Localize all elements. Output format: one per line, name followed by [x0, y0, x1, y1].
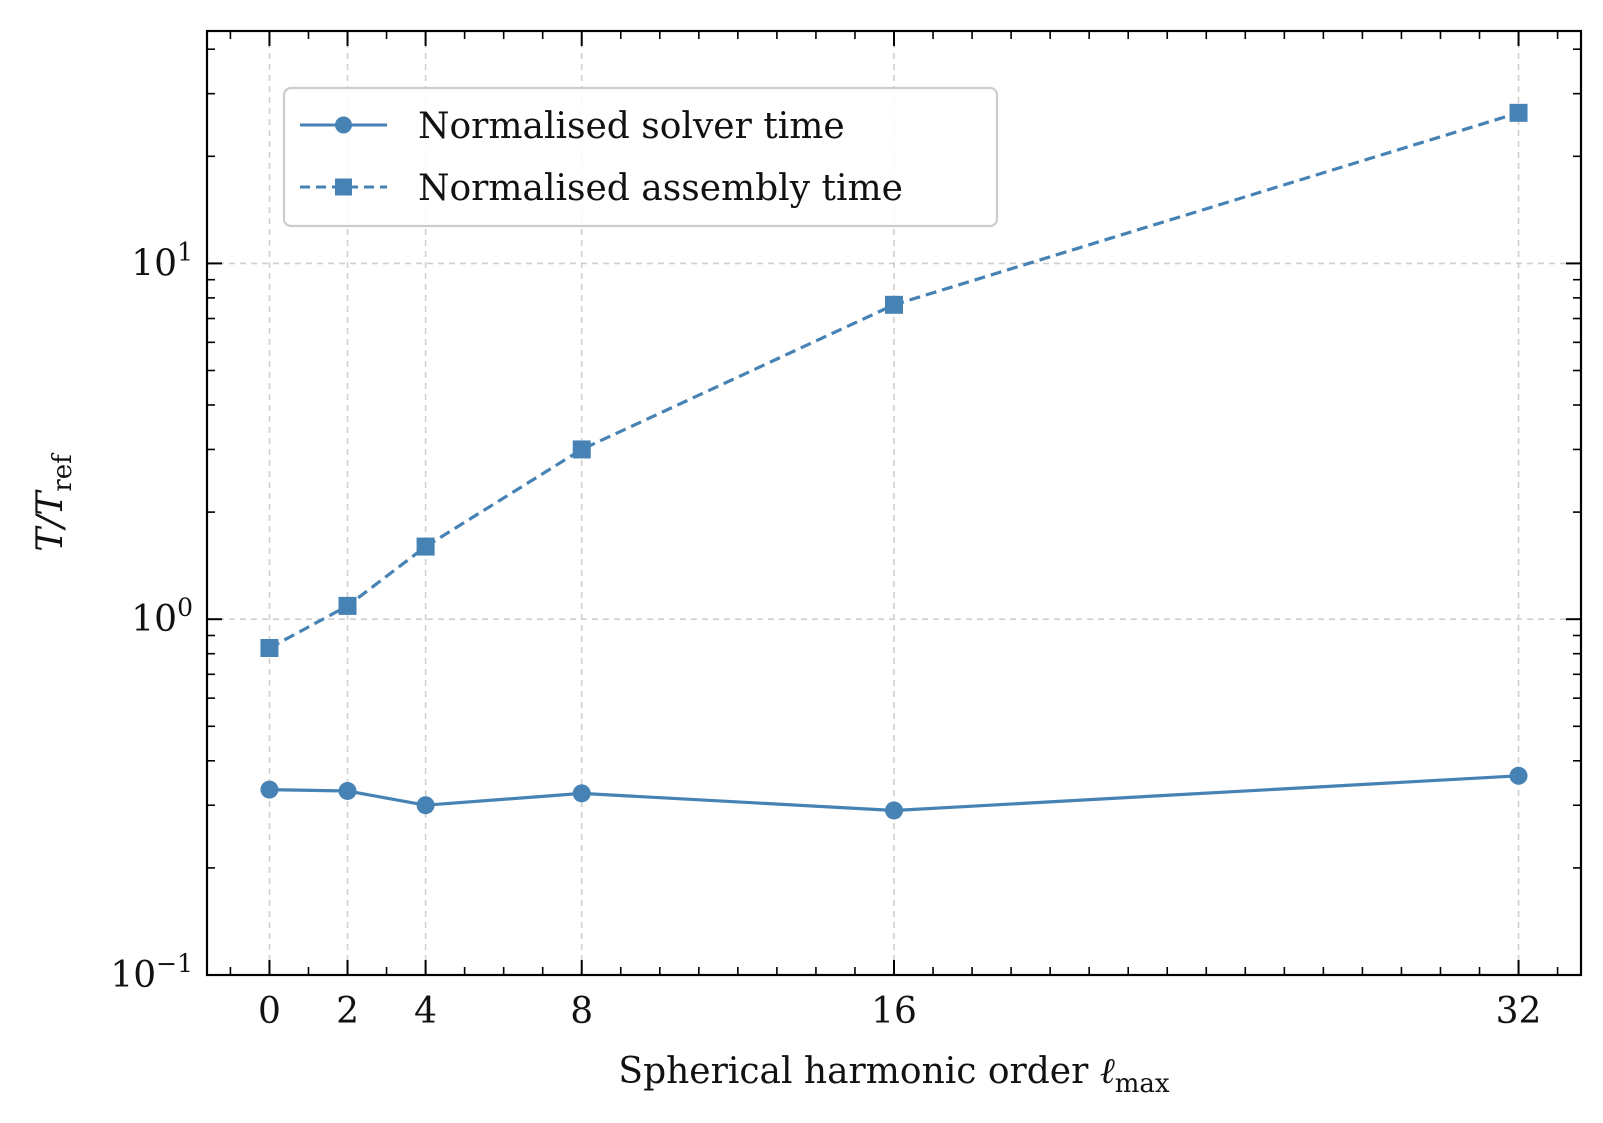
data-point-solver — [416, 796, 435, 815]
data-point-solver — [338, 781, 357, 800]
data-point-solver — [1509, 766, 1528, 785]
legend-label-solver: Normalised solver time — [418, 106, 845, 147]
series-line-assembly — [268, 111, 1519, 650]
data-point-assembly — [338, 596, 357, 615]
y-tick-label: 10−1 — [110, 949, 193, 996]
x-tick-label: 2 — [336, 991, 359, 1032]
data-point-solver — [572, 784, 591, 803]
x-tick-label: 16 — [871, 991, 917, 1032]
x-tick-label: 32 — [1496, 991, 1542, 1032]
series-layer — [260, 103, 1528, 820]
x-tick-label: 0 — [258, 991, 281, 1032]
data-point-solver — [885, 801, 903, 820]
legend-marker-solver — [335, 116, 352, 134]
x-axis-label: Spherical harmonic order ℓmax — [618, 1051, 1170, 1099]
x-tick-label: 8 — [570, 991, 593, 1032]
y-tick-label: 100 — [131, 593, 193, 640]
data-point-assembly — [1509, 103, 1528, 122]
x-tick-label: 4 — [414, 991, 437, 1032]
legend: Normalised solver time Normalised assemb… — [282, 86, 999, 228]
data-point-assembly — [885, 295, 903, 314]
data-point-assembly — [572, 440, 591, 459]
tick-labels: 0 2 4 8 16 32 10−1 100 101 — [110, 237, 1541, 1032]
data-point-solver — [260, 780, 279, 799]
data-point-assembly — [416, 537, 435, 556]
data-point-assembly — [260, 638, 279, 657]
y-tick-label: 101 — [131, 237, 193, 284]
legend-marker-assembly — [335, 178, 352, 196]
y-axis-label: T/Tref — [30, 452, 78, 552]
tick-marks — [207, 31, 1581, 976]
series-line-solver — [269, 774, 1519, 813]
legend-box — [282, 86, 999, 228]
legend-label-assembly: Normalised assembly time — [418, 168, 903, 209]
